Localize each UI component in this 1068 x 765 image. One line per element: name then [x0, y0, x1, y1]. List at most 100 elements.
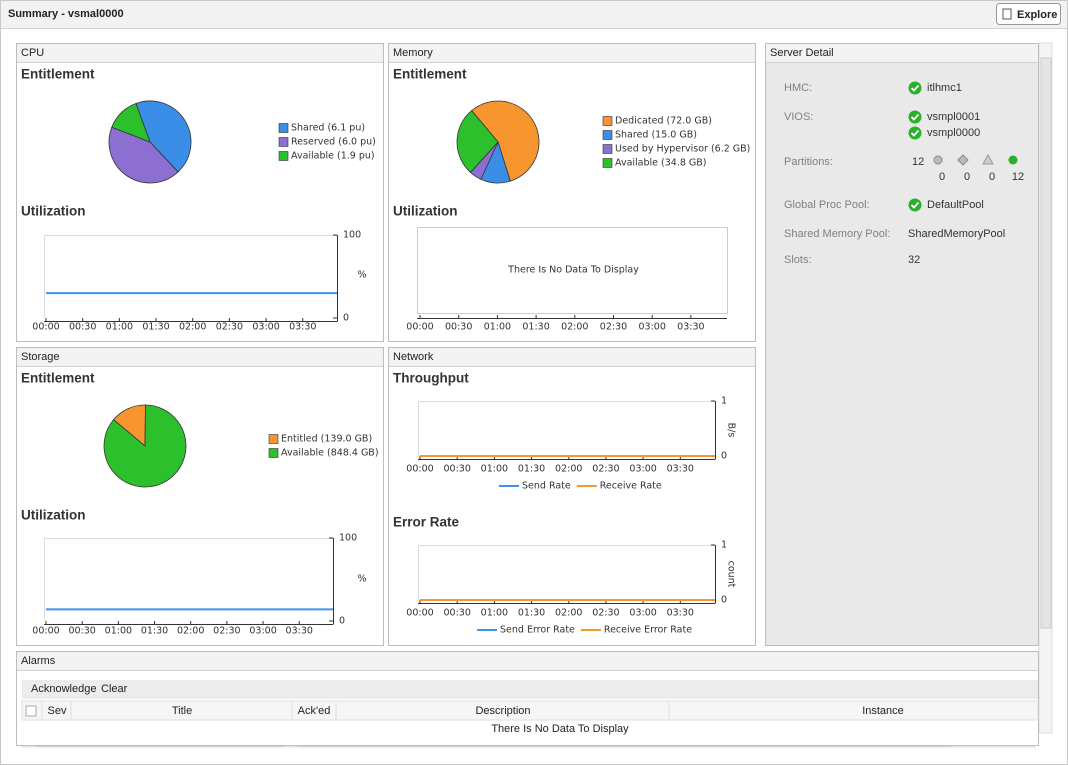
status-icon — [982, 153, 994, 165]
legend-label: Available (848.4 GB) — [281, 448, 379, 459]
header-bar — [0, 0, 1068, 28]
detail-value[interactable]: itlhmc1 — [927, 82, 962, 94]
v-scroll-thumb[interactable] — [1040, 57, 1052, 629]
legend-swatch — [278, 123, 289, 133]
y-tick-label: 1 — [721, 540, 727, 551]
x-tick-label: 01:30 — [142, 322, 169, 333]
x-tick-label: 03:00 — [629, 608, 656, 619]
checkbox[interactable] — [25, 705, 37, 717]
no-data-message: There Is No Data To Display — [507, 265, 639, 276]
pie-slice — [471, 100, 540, 182]
legend-label: Available (1.9 pu) — [291, 151, 375, 162]
status-icon — [933, 155, 943, 165]
x-tick-label: 03:30 — [667, 608, 694, 619]
x-tick-label: 00:30 — [443, 608, 470, 619]
legend-swatch — [278, 137, 289, 147]
y-axis-label: % — [357, 574, 366, 585]
legend-label: Send Error Rate — [500, 625, 575, 636]
status-icon — [1008, 155, 1018, 165]
x-tick-label: 02:30 — [600, 322, 627, 333]
y-axis-label: count — [726, 561, 737, 588]
x-tick-label: 01:30 — [522, 322, 549, 333]
x-tick-label: 03:00 — [638, 322, 665, 333]
page-title: Summary - vsmal0000 — [8, 8, 124, 20]
check-icon — [908, 110, 922, 124]
detail-value[interactable]: vsmpl0000 — [927, 127, 980, 139]
legend-label: Entitled (139.0 GB) — [281, 434, 372, 445]
x-tick-label: 02:30 — [216, 322, 243, 333]
x-tick-label: 02:30 — [213, 626, 240, 637]
section-heading: Utilization — [21, 204, 86, 219]
server-detail: HMC: itlhmc1 VIOS: vsmpl0001 vsmpl0000 P… — [784, 82, 1024, 266]
legend-label: Reserved (6.0 pu) — [291, 137, 376, 148]
y-tick-label: 1 — [721, 396, 727, 407]
x-tick-label: 00:30 — [69, 322, 96, 333]
detail-value[interactable]: vsmpl0001 — [927, 111, 980, 123]
column-header[interactable]: Ack'ed — [298, 705, 331, 717]
panel-title: Server Detail — [770, 47, 834, 59]
check-mark — [910, 84, 920, 92]
panel — [765, 43, 1039, 646]
empty-message: There Is No Data To Display — [491, 723, 629, 735]
x-tick-label: 03:30 — [667, 464, 694, 475]
panel — [388, 43, 756, 342]
toolbar-button[interactable]: Clear — [101, 683, 128, 695]
detail-label: Global Proc Pool: — [784, 199, 870, 211]
legend-swatch — [602, 158, 613, 168]
panels: CPU Memory Storage Network Server Detail Alar… — [16, 43, 1039, 746]
panel-title: Network — [393, 351, 434, 363]
detail-value[interactable]: DefaultPool — [927, 199, 984, 211]
x-tick-label: 02:00 — [177, 626, 204, 637]
column-header[interactable]: Description — [475, 705, 530, 717]
section-heading: Entitlement — [21, 67, 95, 82]
panel-title: Memory — [393, 47, 433, 59]
x-tick-label: 01:00 — [484, 322, 511, 333]
panel-header — [17, 348, 383, 366]
panel — [16, 43, 384, 342]
alarms: Acknowledge Clear Sev Title Ack'ed Descr… — [21, 680, 1039, 735]
button-frame[interactable] — [996, 3, 1061, 25]
x-tick-label: 00:00 — [32, 626, 59, 637]
panel-header — [389, 44, 755, 62]
legend-swatch — [268, 434, 279, 444]
button-label[interactable]: Explore — [1017, 9, 1057, 21]
partition-count: 0 — [939, 171, 945, 183]
detail-label: Partitions: — [784, 156, 833, 168]
panel — [388, 347, 756, 646]
x-tick-label: 00:00 — [406, 322, 433, 333]
section-heading: Error Rate — [393, 515, 460, 530]
x-tick-label: 03:00 — [249, 626, 276, 637]
y-axis-label: B/s — [726, 423, 737, 438]
x-tick-label: 03:30 — [289, 322, 316, 333]
x-tick-label: 00:30 — [68, 626, 95, 637]
column-header[interactable]: Sev — [48, 705, 67, 717]
partition-total: 12 — [912, 156, 924, 168]
detail-value: SharedMemoryPool — [908, 228, 1005, 240]
column-header[interactable]: Title — [172, 705, 192, 717]
panel — [16, 347, 384, 646]
toolbar-button[interactable]: Acknowledge — [31, 683, 96, 695]
x-tick-label: 01:00 — [105, 626, 132, 637]
detail-value: 32 — [908, 254, 920, 266]
check-icon — [908, 198, 922, 212]
x-tick-label: 01:30 — [141, 626, 168, 637]
legend-label: Receive Error Rate — [604, 625, 692, 636]
x-tick-label: 01:30 — [518, 608, 545, 619]
x-tick-label: 00:00 — [406, 608, 433, 619]
explore-button[interactable]: Explore — [996, 3, 1061, 25]
column-header[interactable]: Instance — [862, 705, 904, 717]
legend-swatch — [602, 130, 613, 140]
y-tick-label: 0 — [721, 451, 727, 462]
x-tick-label: 01:00 — [481, 608, 508, 619]
section-heading: Entitlement — [21, 371, 95, 386]
legend-label: Available (34.8 GB) — [615, 158, 706, 169]
pie-slice — [103, 404, 187, 488]
check-icon — [908, 126, 922, 140]
legend-swatch — [602, 144, 613, 154]
x-tick-label: 02:00 — [561, 322, 588, 333]
legend-swatch — [268, 448, 279, 458]
x-tick-label: 03:30 — [677, 322, 704, 333]
toolbar — [22, 680, 1038, 699]
pie-slice — [135, 100, 192, 173]
x-tick-label: 00:00 — [406, 464, 433, 475]
